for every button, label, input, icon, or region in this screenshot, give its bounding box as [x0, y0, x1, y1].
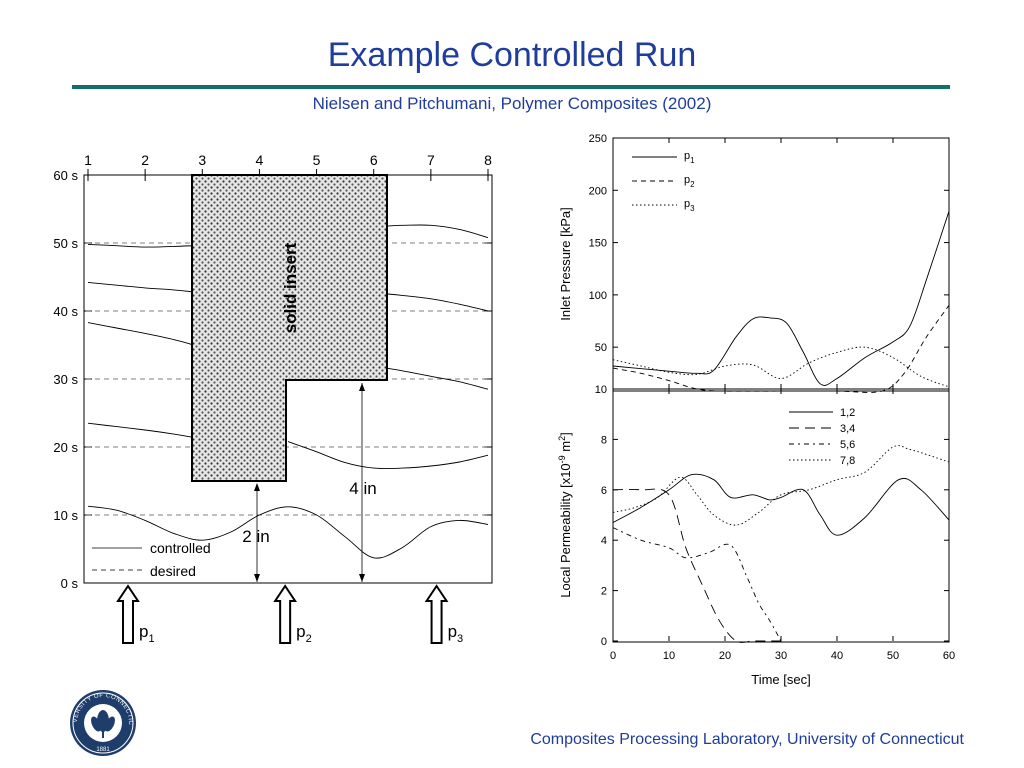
x-tick-label: 2: [141, 152, 149, 168]
x-tick-label: 8: [484, 152, 492, 168]
controlled-front-line: [87, 422, 194, 438]
legend-controlled: controlled: [150, 540, 211, 556]
university-seal: UNIVERSITY OF CONNECTICUT 1881: [68, 688, 136, 756]
controlled-front-line: [387, 224, 489, 239]
y-tick-label: 30 s: [53, 372, 78, 387]
controlled-front-line: [87, 322, 194, 346]
legend-desired: desired: [150, 563, 196, 579]
controlled-front-line: [87, 505, 489, 559]
dimension-4in-label: 4 in: [349, 479, 376, 498]
y-tick-label: 50 s: [53, 236, 78, 251]
title-divider: [72, 85, 950, 89]
x-tick-label: 5: [313, 152, 321, 168]
dimension-2in: [254, 483, 260, 582]
inlet-label: p1: [139, 622, 155, 645]
insert-label: solid insert: [281, 242, 300, 333]
x-tick-label: 7: [427, 152, 435, 168]
x-tick-label: 3: [198, 152, 206, 168]
slide-subtitle: Nielsen and Pitchumani, Polymer Composit…: [312, 94, 712, 113]
controlled-front-line: [387, 293, 489, 312]
controlled-front-line: [87, 281, 194, 293]
y-tick-label: 60 s: [53, 168, 78, 183]
controlled-front-line: [87, 243, 194, 248]
y-tick-label: 20 s: [53, 440, 78, 455]
controlled-front-line: [287, 441, 489, 470]
inlet-arrow-icon: [424, 584, 449, 644]
inlet-label: p2: [296, 622, 312, 645]
x-tick-label: 6: [370, 152, 378, 168]
inlet-arrow-icon: [273, 584, 298, 644]
flow-legend: controlled desired: [92, 540, 211, 579]
y-tick-label: 0 s: [61, 576, 79, 591]
oak-leaf-icon: [91, 710, 115, 738]
inlet-arrow-icon: [116, 584, 140, 644]
y-tick-label: 10 s: [53, 508, 78, 523]
solid-insert: [191, 174, 388, 482]
slide-title: Example Controlled Run: [327, 36, 697, 74]
y-tick-label: 40 s: [53, 304, 78, 319]
dimension-2in-label: 2 in: [242, 527, 269, 546]
x-tick-label: 4: [256, 152, 264, 168]
svg-text:1881: 1881: [96, 747, 110, 753]
footer-credit: Composites Processing Laboratory, Univer…: [530, 731, 964, 748]
x-tick-label: 1: [84, 152, 92, 168]
inlet-label: p3: [448, 622, 464, 645]
dimension-4in: [359, 383, 365, 582]
